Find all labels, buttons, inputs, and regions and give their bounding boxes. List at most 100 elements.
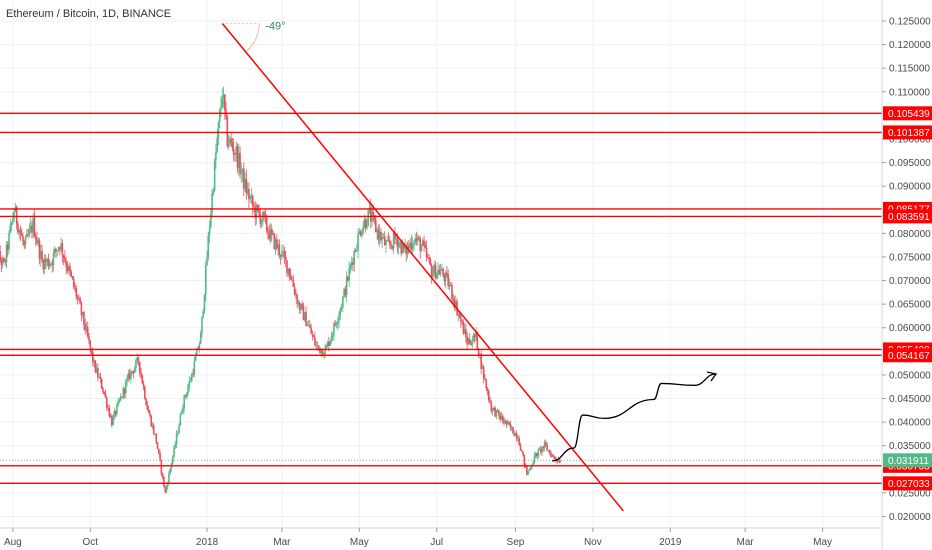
candle-body bbox=[439, 270, 442, 275]
projection-path[interactable] bbox=[552, 373, 717, 462]
candle-body bbox=[373, 215, 376, 221]
candle-body bbox=[155, 434, 158, 443]
candle-body bbox=[206, 257, 208, 266]
candle-body bbox=[279, 254, 282, 257]
candle-body bbox=[158, 448, 160, 454]
candle-body bbox=[399, 241, 401, 244]
candle-body bbox=[386, 240, 389, 242]
time-axis[interactable]: Aug Oct 2018 Mar May Jul Sep Nov 2019 Mar May bbox=[4, 528, 832, 548]
candle-body bbox=[406, 245, 409, 255]
candle-body bbox=[363, 219, 366, 228]
candle-body bbox=[236, 146, 239, 168]
y-tick-label: 0.050000 bbox=[889, 370, 931, 381]
candle-body bbox=[168, 473, 170, 484]
price-axis[interactable]: 0.125000 0.120000 0.115000 0.110000 0.100000… bbox=[882, 17, 931, 524]
candle-body bbox=[325, 345, 328, 349]
candle-body bbox=[263, 211, 265, 216]
candle-body bbox=[312, 335, 315, 338]
candle-body bbox=[142, 383, 145, 387]
candle-body bbox=[485, 378, 488, 389]
candle-body bbox=[306, 325, 309, 327]
candle-body bbox=[331, 334, 334, 337]
y-tick-label: 0.065000 bbox=[889, 300, 931, 311]
candle-body bbox=[307, 325, 310, 327]
candle-body bbox=[385, 241, 387, 246]
candle-body bbox=[141, 375, 144, 384]
candle-body bbox=[253, 206, 255, 208]
candle-body bbox=[244, 178, 246, 189]
candle-body bbox=[0, 259, 3, 266]
candle-body bbox=[283, 251, 286, 257]
candle-body bbox=[84, 324, 86, 331]
candle-body bbox=[505, 420, 508, 425]
candle-body bbox=[375, 220, 377, 232]
candle-body bbox=[258, 209, 260, 214]
candle-body bbox=[267, 230, 269, 233]
candle-body bbox=[286, 260, 288, 274]
candle-body bbox=[156, 442, 159, 449]
candle-body bbox=[102, 388, 104, 392]
descending-trend-line[interactable] bbox=[221, 22, 624, 512]
candle-body bbox=[519, 445, 522, 451]
candle-body bbox=[293, 286, 296, 294]
candle-body bbox=[512, 426, 514, 434]
candle-body bbox=[83, 312, 85, 325]
candle-body bbox=[61, 243, 64, 256]
candle-body bbox=[248, 189, 250, 200]
candle-body bbox=[151, 425, 154, 427]
x-tick-label: May bbox=[813, 537, 832, 548]
candle-body bbox=[90, 348, 93, 352]
candle-body bbox=[185, 394, 188, 397]
candle-body bbox=[531, 465, 533, 468]
candle-body bbox=[69, 266, 71, 272]
candle-body bbox=[114, 411, 117, 415]
candle-body bbox=[146, 405, 149, 410]
candle-body bbox=[259, 213, 262, 224]
candle-body bbox=[390, 244, 392, 246]
trend-angle-label: -49° bbox=[265, 20, 285, 32]
candle-body bbox=[487, 390, 490, 401]
candle-body bbox=[300, 304, 302, 310]
candle-body bbox=[410, 242, 413, 250]
candle-body bbox=[284, 256, 287, 261]
candle-body bbox=[377, 229, 380, 240]
candle-body bbox=[276, 239, 278, 249]
y-tick-label: 0.080000 bbox=[889, 229, 931, 240]
candle-body bbox=[184, 395, 187, 397]
candle-body bbox=[130, 371, 132, 379]
candle-body bbox=[164, 486, 166, 493]
candle-body bbox=[411, 244, 414, 250]
candle-body bbox=[179, 413, 182, 426]
candle-body bbox=[117, 400, 119, 405]
candle-body bbox=[65, 261, 67, 267]
candle-body bbox=[491, 407, 494, 412]
candle-body bbox=[18, 230, 20, 233]
y-tick-label: 0.075000 bbox=[889, 252, 931, 263]
candle-body bbox=[301, 304, 304, 307]
candle-body bbox=[235, 146, 238, 155]
candle-body bbox=[298, 302, 301, 310]
candle-body bbox=[210, 213, 212, 228]
candle-body bbox=[504, 420, 507, 424]
candle-body bbox=[72, 278, 75, 287]
candle-body bbox=[430, 265, 433, 278]
candle-body bbox=[0, 251, 1, 260]
candle-body bbox=[382, 236, 385, 238]
candle-body bbox=[405, 245, 408, 255]
candle-body bbox=[166, 483, 169, 487]
candle-body bbox=[255, 205, 258, 218]
candle-body bbox=[1, 258, 4, 266]
candle-body bbox=[326, 341, 329, 346]
candle-body bbox=[310, 327, 312, 334]
candle-body bbox=[471, 341, 474, 345]
candle-body bbox=[330, 336, 333, 341]
candle-body bbox=[380, 231, 382, 241]
candle-body bbox=[345, 276, 348, 296]
candle-body bbox=[243, 168, 245, 189]
candle-body bbox=[256, 205, 259, 210]
current-price-tag bbox=[883, 453, 932, 468]
candle-body bbox=[88, 336, 90, 341]
level-price-tag bbox=[883, 476, 932, 491]
